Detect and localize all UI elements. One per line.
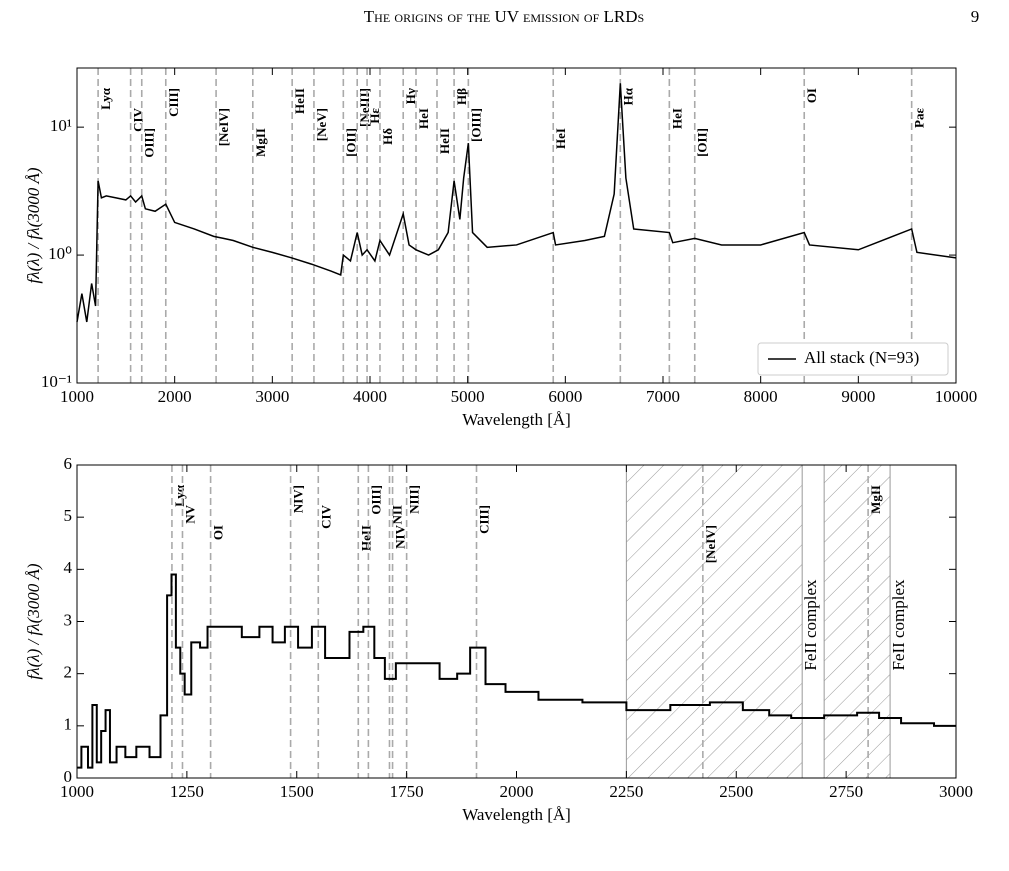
- line-label: HeI: [416, 108, 431, 129]
- y-tick-label: 10⁰: [48, 244, 72, 263]
- y-tick-label: 10¹: [50, 116, 72, 135]
- line-label: OIII]: [368, 485, 383, 515]
- line-label: NIII]: [407, 485, 422, 514]
- line-label: HeII: [292, 88, 307, 114]
- line-label: [OII]: [343, 128, 358, 157]
- line-label: OIII]: [142, 128, 157, 158]
- line-label: Hε: [367, 108, 382, 124]
- region-label: FeII complex: [801, 579, 820, 671]
- x-tick-label: 1750: [390, 782, 424, 801]
- y-tick-label: 1: [64, 715, 73, 734]
- x-tick-label: 4000: [353, 387, 387, 406]
- x-tick-label: 2000: [158, 387, 192, 406]
- region-label: FeII complex: [889, 579, 908, 671]
- x-tick-label: 7000: [646, 387, 680, 406]
- x-tick-label: 2250: [609, 782, 643, 801]
- y-axis-label: fλ(λ) / fλ(3000 Å): [24, 167, 43, 283]
- legend-box: [757, 342, 949, 376]
- x-axis-label: Wavelength [Å]: [462, 805, 571, 824]
- line-label: Hβ: [454, 88, 469, 105]
- x-axis-label: Wavelength [Å]: [462, 410, 571, 429]
- legend-label: All stack (N=93): [804, 348, 919, 367]
- y-tick-label: 5: [64, 506, 73, 525]
- line-label: [NeV]: [314, 108, 329, 141]
- line-label: CIII]: [476, 505, 491, 534]
- x-tick-label: 2750: [829, 782, 863, 801]
- line-label: Paε: [912, 108, 927, 128]
- spectrum-line: [77, 573, 956, 769]
- y-tick-label: 0: [64, 767, 73, 786]
- x-tick-label: 5000: [451, 387, 485, 406]
- line-label: OI: [211, 525, 226, 540]
- y-tick-label: 4: [64, 558, 73, 577]
- line-label: Lyα: [172, 484, 187, 506]
- plot-frame: [76, 67, 957, 384]
- x-tick-label: 9000: [841, 387, 875, 406]
- line-label: [NeIV]: [703, 525, 718, 563]
- line-label: HeII: [358, 525, 373, 551]
- line-label: [OII]: [695, 128, 710, 157]
- line-label: HeII: [437, 128, 452, 154]
- line-label: [NeIV]: [216, 108, 231, 146]
- page-number: 9: [971, 7, 980, 26]
- spectrum-line: [76, 83, 957, 323]
- y-tick-label: 10⁻¹: [41, 372, 72, 391]
- x-tick-label: 2500: [719, 782, 753, 801]
- line-label: NII: [389, 505, 404, 525]
- x-tick-label: 1000: [60, 782, 94, 801]
- line-label: CIV: [318, 504, 333, 528]
- line-label: [OIII]: [468, 108, 483, 142]
- line-label: MgII: [253, 128, 268, 157]
- line-label: OI: [804, 88, 819, 103]
- x-tick-label: 10000: [935, 387, 978, 406]
- line-label: HeI: [669, 108, 684, 129]
- line-label: CIII]: [166, 88, 181, 117]
- line-label: NV: [182, 504, 197, 523]
- y-axis-label: fλ(λ) / fλ(3000 Å): [24, 563, 43, 679]
- line-label: MgII: [868, 485, 883, 514]
- x-tick-label: 1500: [280, 782, 314, 801]
- shaded-region: [823, 464, 891, 779]
- x-tick-label: 3000: [939, 782, 973, 801]
- line-label: Hδ: [380, 128, 395, 145]
- shaded-region: [625, 464, 803, 779]
- line-label: Hα: [620, 87, 635, 105]
- line-label: Hγ: [403, 88, 418, 104]
- line-label: [NeIII]: [357, 88, 372, 127]
- x-tick-label: 6000: [548, 387, 582, 406]
- x-tick-label: 1000: [60, 387, 94, 406]
- y-tick-label: 3: [64, 610, 73, 629]
- x-tick-label: 1250: [170, 782, 204, 801]
- x-tick-label: 2000: [500, 782, 534, 801]
- line-label: NIV]: [291, 485, 306, 513]
- x-tick-label: 3000: [255, 387, 289, 406]
- y-tick-label: 6: [64, 454, 73, 473]
- line-label: NIV: [393, 524, 408, 548]
- line-label: HeI: [553, 128, 568, 149]
- x-tick-label: 8000: [744, 387, 778, 406]
- y-tick-label: 2: [64, 663, 73, 682]
- line-label: Lyα: [98, 87, 113, 109]
- running-title: The origins of the UV emission of LRDs: [364, 7, 644, 26]
